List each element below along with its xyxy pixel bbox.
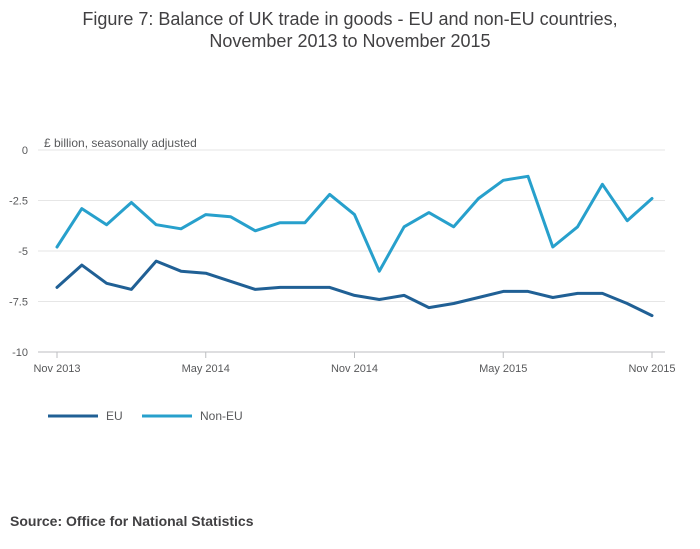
series-line-non-eu [55,174,654,273]
chart-title-line-2: November 2013 to November 2015 [209,31,491,51]
legend-label: EU [106,409,123,423]
y-tick-label: 0 [22,145,28,157]
source-note: Source: Office for National Statistics [10,513,254,529]
x-tick-label: Nov 2014 [331,363,378,375]
y-axis: 0 -2.5 -5 -7.5 -10 [9,145,28,359]
x-axis: Nov 2013 May 2014 Nov 2014 May 2015 Nov 2015 [33,352,676,375]
series-lines [55,174,654,318]
y-tick-label: -10 [12,347,28,359]
series-line-eu [55,259,654,318]
chart-title-line-1: Figure 7: Balance of UK trade in goods -… [82,9,618,29]
chart-title: Figure 7: Balance of UK trade in goods -… [0,8,700,52]
y-axis-label: £ billion, seasonally adjusted [44,136,197,150]
x-tick-label: May 2014 [182,363,230,375]
y-tick-label: -5 [18,246,28,258]
x-tick-label: Nov 2015 [628,363,675,375]
y-gridlines [38,149,665,353]
x-tick-label: May 2015 [479,363,527,375]
legend-label: Non-EU [200,409,243,423]
x-tick-label: Nov 2013 [33,363,80,375]
y-tick-label: -2.5 [9,196,28,208]
legend: EU Non-EU [48,409,243,423]
y-tick-label: -7.5 [9,297,28,309]
